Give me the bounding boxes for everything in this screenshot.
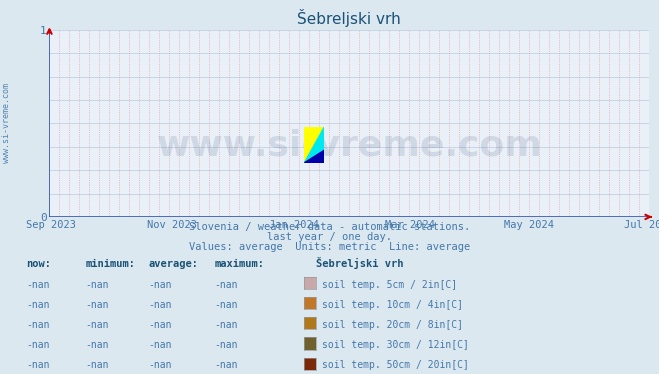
Text: Values: average  Units: metric  Line: average: Values: average Units: metric Line: aver…	[189, 242, 470, 252]
Text: minimum:: minimum:	[86, 260, 136, 269]
Text: -nan: -nan	[86, 361, 109, 370]
Text: -nan: -nan	[86, 300, 109, 310]
Text: www.si-vreme.com: www.si-vreme.com	[2, 83, 11, 163]
Text: Slovenia / weather data - automatic stations.: Slovenia / weather data - automatic stat…	[189, 222, 470, 232]
Text: -nan: -nan	[26, 280, 50, 289]
Text: -nan: -nan	[26, 340, 50, 350]
Text: -nan: -nan	[148, 361, 172, 370]
Title: Šebreljski vrh: Šebreljski vrh	[297, 9, 401, 27]
Polygon shape	[304, 150, 324, 163]
Text: -nan: -nan	[86, 340, 109, 350]
Text: last year / one day.: last year / one day.	[267, 232, 392, 242]
Text: now:: now:	[26, 260, 51, 269]
Text: -nan: -nan	[214, 300, 238, 310]
Text: -nan: -nan	[148, 320, 172, 330]
Text: -nan: -nan	[86, 320, 109, 330]
Polygon shape	[304, 127, 324, 163]
Text: -nan: -nan	[148, 300, 172, 310]
Polygon shape	[304, 127, 324, 163]
Text: average:: average:	[148, 260, 198, 269]
Text: -nan: -nan	[148, 340, 172, 350]
Text: soil temp. 50cm / 20in[C]: soil temp. 50cm / 20in[C]	[322, 361, 469, 370]
Text: maximum:: maximum:	[214, 260, 264, 269]
Text: -nan: -nan	[214, 320, 238, 330]
Text: -nan: -nan	[26, 300, 50, 310]
Text: -nan: -nan	[214, 280, 238, 289]
Text: www.si-vreme.com: www.si-vreme.com	[156, 129, 542, 163]
Text: Šebreljski vrh: Šebreljski vrh	[316, 257, 404, 269]
Text: -nan: -nan	[214, 340, 238, 350]
Text: -nan: -nan	[26, 320, 50, 330]
Text: soil temp. 10cm / 4in[C]: soil temp. 10cm / 4in[C]	[322, 300, 463, 310]
Text: -nan: -nan	[86, 280, 109, 289]
Text: -nan: -nan	[26, 361, 50, 370]
Text: soil temp. 20cm / 8in[C]: soil temp. 20cm / 8in[C]	[322, 320, 463, 330]
Text: soil temp. 5cm / 2in[C]: soil temp. 5cm / 2in[C]	[322, 280, 457, 289]
Text: -nan: -nan	[214, 361, 238, 370]
Text: soil temp. 30cm / 12in[C]: soil temp. 30cm / 12in[C]	[322, 340, 469, 350]
Text: -nan: -nan	[148, 280, 172, 289]
